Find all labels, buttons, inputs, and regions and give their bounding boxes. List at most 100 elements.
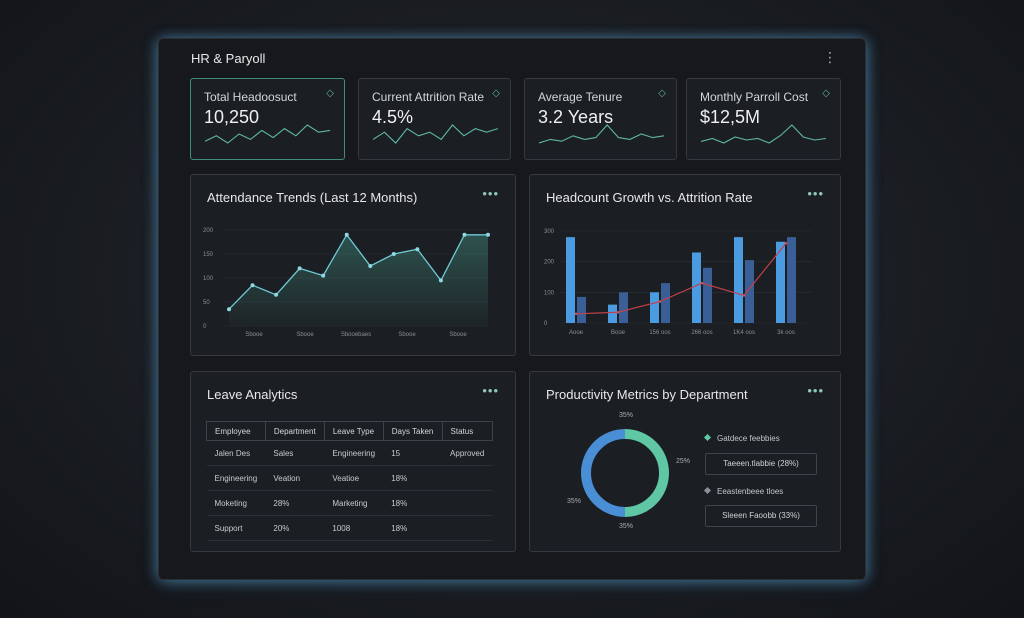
bar-series-b — [745, 260, 754, 323]
table-cell: Engineering — [324, 440, 384, 466]
data-label: 35% — [619, 523, 634, 530]
kpi-value: 3.2 Years — [538, 107, 614, 127]
table-row[interactable]: Engineering Veation Veatioe 18% — [206, 465, 493, 491]
bar-series-a — [608, 304, 617, 323]
y-tick-label: 200 — [203, 228, 214, 234]
bar-series-a — [734, 237, 743, 323]
y-tick-label: 100 — [544, 290, 555, 296]
sparkline-path — [373, 124, 498, 144]
x-tick-label: 1K4 oos — [733, 330, 755, 336]
bar-series-b — [787, 237, 796, 323]
data-label: 25% — [676, 458, 691, 465]
data-point — [344, 232, 349, 237]
table-cell — [442, 465, 493, 491]
diamond-icon: ◇ — [492, 88, 500, 99]
column-header[interactable]: Leave Type — [323, 421, 384, 441]
table-cell: Moketing — [206, 490, 266, 516]
x-tick-label: Sbooe — [245, 332, 263, 338]
table-cell: 18% — [383, 465, 443, 491]
sparkline — [539, 124, 664, 144]
diamond-icon: ◇ — [822, 88, 830, 99]
legend-item[interactable]: Eeastenbeee tloes — [703, 486, 784, 496]
kpi-value: $12,5M — [700, 107, 761, 127]
x-tick-label: 266 oos — [691, 330, 712, 336]
legend-label: Eeastenbeee tloes — [717, 487, 784, 496]
line-point — [616, 310, 620, 314]
data-point — [321, 273, 326, 278]
diamond-icon — [703, 433, 712, 442]
kpi-label: Current Attrition Rate — [372, 90, 485, 104]
table-cell: Jalen Des — [206, 440, 266, 466]
diamond-icon: ◇ — [326, 88, 334, 99]
table-row[interactable]: Support 20% 1008 18% — [206, 515, 493, 541]
data-point — [391, 252, 396, 256]
column-header[interactable]: Days Taken — [382, 421, 443, 441]
panel-title: Headcount Growth vs. Attrition Rate — [546, 190, 753, 205]
bar-series-b — [661, 283, 670, 323]
y-tick-label: 100 — [203, 276, 214, 282]
column-header[interactable]: Status — [441, 421, 494, 441]
bar-series-a — [650, 292, 659, 323]
y-tick-label: 0 — [203, 324, 207, 330]
legend-label: Gatdece feebbies — [717, 434, 780, 443]
x-tick-label: Sbooebaes — [341, 332, 371, 338]
column-header[interactable]: Department — [264, 421, 325, 441]
diamond-icon: ◇ — [658, 88, 666, 99]
productivity-donut-chart — [581, 429, 669, 517]
kpi-card-attrition[interactable]: Current Attrition Rate 4.5% ◇ — [358, 78, 511, 160]
x-tick-label: Aooe — [569, 330, 584, 336]
kpi-card-payroll[interactable]: Monthly Parroll Cost $12,5M ◇ — [686, 78, 841, 160]
sparkline — [701, 124, 826, 144]
y-tick-label: 200 — [544, 260, 555, 266]
data-label: 35% — [619, 412, 634, 419]
legend-value-box: Sleeen Faoobb (33%) — [705, 505, 817, 527]
attendance-area-chart: 200 150 100 50 0 Sbooe Sbooe Sbooebaes Sbooe Sboo… — [203, 228, 490, 338]
data-point — [438, 278, 443, 283]
x-tick-label: Sbooe — [398, 332, 416, 338]
data-point — [274, 292, 279, 297]
y-tick-label: 0 — [544, 321, 548, 327]
bar-series-a — [566, 237, 575, 323]
bar-series-b — [619, 292, 628, 323]
window-title: HR & Paryoll — [191, 51, 266, 66]
line-point — [784, 241, 788, 245]
attrition-line — [575, 242, 787, 315]
kpi-label: Average Tenure — [538, 90, 623, 104]
table-cell: 1008 — [324, 515, 384, 541]
x-tick-label: Sbooe — [449, 332, 467, 338]
table-cell: Marketing — [324, 490, 384, 516]
line-point — [700, 281, 704, 285]
more-options-icon[interactable]: ⋮ — [823, 49, 837, 65]
more-options-icon[interactable]: ••• — [807, 383, 824, 398]
y-tick-label: 300 — [544, 229, 555, 235]
more-options-icon[interactable]: ••• — [807, 186, 824, 201]
data-point — [486, 232, 490, 237]
data-point — [297, 266, 302, 271]
productivity-metrics-panel: Productivity Metrics by Department ••• 3… — [529, 371, 841, 552]
legend-item[interactable]: Gatdece feebbies — [703, 433, 780, 443]
table-cell: Veatioe — [324, 465, 384, 491]
legend-value-box: Taeeen.tlabbie (28%) — [705, 453, 817, 475]
diamond-icon — [703, 486, 712, 495]
table-cell: 20% — [265, 515, 325, 541]
data-point — [227, 307, 231, 312]
column-header[interactable]: Employee — [206, 421, 266, 441]
kpi-card-headcount[interactable]: Total Headoosuct 10,250 ◇ — [190, 78, 345, 160]
sparkline — [373, 124, 498, 144]
data-point — [462, 232, 467, 237]
sparkline-path — [539, 124, 664, 144]
table-cell — [442, 490, 493, 516]
bar-series-b — [703, 267, 712, 323]
more-options-icon[interactable]: ••• — [482, 383, 499, 398]
more-options-icon[interactable]: ••• — [482, 186, 499, 201]
table-header-row: Employee Department Leave Type Days Take… — [206, 421, 494, 441]
table-row[interactable]: Moketing 28% Marketing 18% — [206, 490, 493, 516]
data-label: 35% — [567, 498, 582, 505]
table-row[interactable]: Jalen Des Sales Engineering 15 Approved — [206, 440, 493, 466]
panel-title: Productivity Metrics by Department — [546, 387, 748, 402]
bar-series-a — [692, 252, 701, 323]
kpi-card-tenure[interactable]: Average Tenure 3.2 Years ◇ — [524, 78, 677, 160]
donut-slice — [624, 429, 669, 517]
sparkline-path — [205, 124, 330, 144]
kpi-label: Total Headoosuct — [204, 90, 297, 104]
